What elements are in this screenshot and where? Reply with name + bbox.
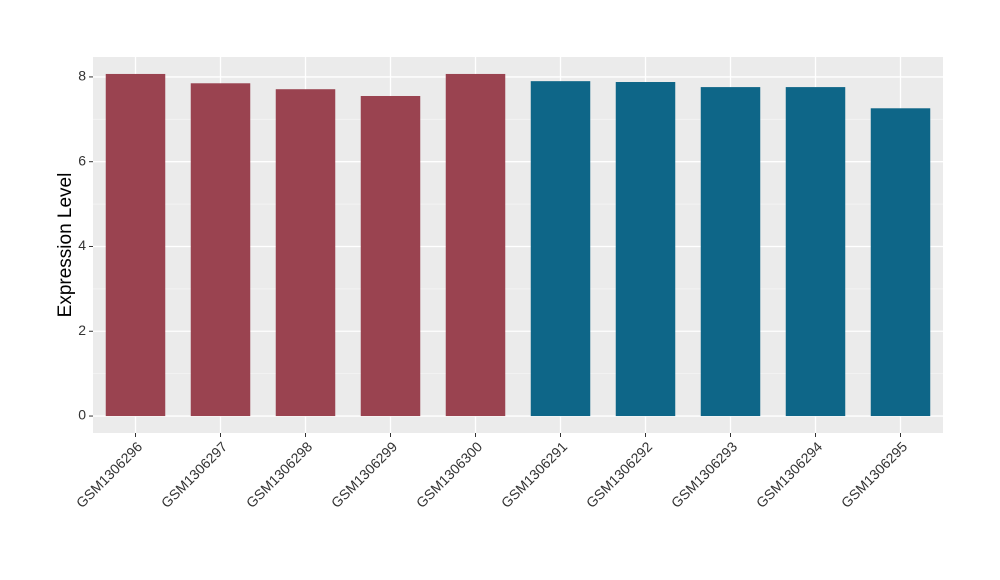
bar xyxy=(190,83,251,417)
bar xyxy=(615,82,676,417)
bar xyxy=(785,87,846,417)
y-tick-label: 4 xyxy=(78,237,86,253)
y-tick-label: 8 xyxy=(78,68,86,84)
x-tick-label: GSM1306299 xyxy=(328,438,401,511)
x-tick-label: GSM1306296 xyxy=(73,438,146,511)
bar xyxy=(360,95,421,417)
x-tick-label: GSM1306295 xyxy=(838,438,911,511)
bar xyxy=(870,108,931,417)
bar xyxy=(700,87,761,417)
x-tick-label: GSM1306291 xyxy=(498,438,571,511)
y-tick-label: 6 xyxy=(78,152,86,168)
x-tick-label: GSM1306293 xyxy=(668,438,741,511)
x-tick-label: GSM1306298 xyxy=(243,438,316,511)
y-tick-label: 0 xyxy=(78,407,86,423)
bar xyxy=(275,89,336,417)
x-tick-label: GSM1306294 xyxy=(753,438,826,511)
x-tick-label: GSM1306300 xyxy=(413,438,486,511)
y-axis-label: Expression Level xyxy=(55,173,76,318)
x-tick-label: GSM1306297 xyxy=(158,438,231,511)
bar xyxy=(445,73,506,417)
y-tick-label: 2 xyxy=(78,322,86,338)
bar xyxy=(105,73,166,417)
x-tick-label: GSM1306292 xyxy=(583,438,656,511)
bar xyxy=(530,81,591,417)
